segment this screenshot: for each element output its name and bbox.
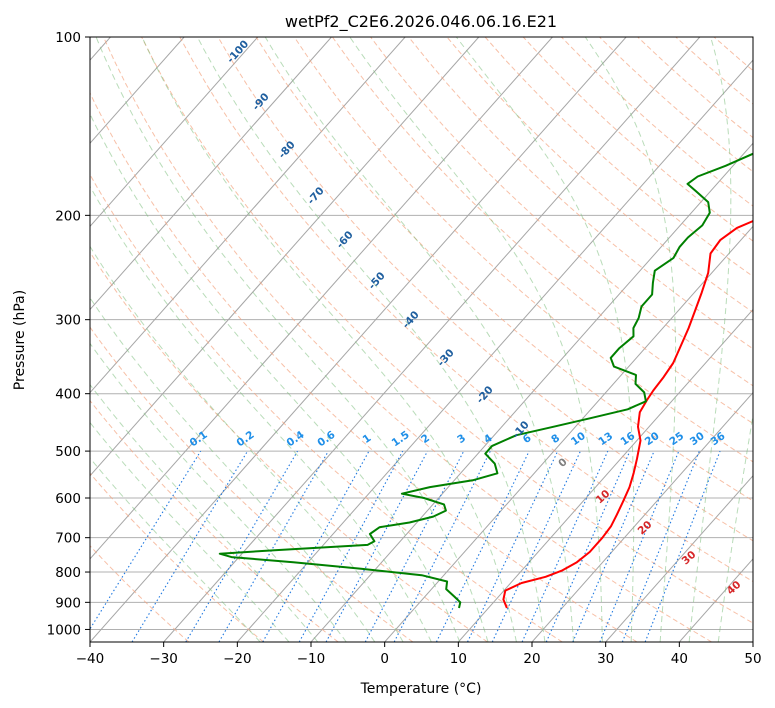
isotherm-line [236,59,753,642]
y-tick-label: 200 [55,208,81,224]
y-axis-ticks: 100 200 300 400 500 600 700 800 900 1000 [47,30,90,638]
isotherm-lines [90,37,753,642]
moist-adiabat-line [717,412,753,642]
dry-adiabat-lines [90,37,753,642]
dry-adiabat-line [293,37,753,463]
moist-adiabat-line [455,37,635,642]
mixing-ratio-line [545,450,631,642]
x-tick-label: −30 [149,651,178,667]
dry-adiabat-line [370,37,753,387]
moist-adiabat-line [95,37,489,642]
x-tick-label: 20 [523,651,540,667]
isotherm-line [90,37,627,642]
moist-adiabat-line [90,245,404,642]
moist-adiabat-line [90,383,319,642]
isotherm-line [163,37,701,642]
isotherm-line [384,225,753,642]
isotherm-line [90,37,480,477]
y-tick-label: 100 [55,30,81,46]
plot-frame [89,36,754,643]
moist-adiabat-line [264,37,575,642]
moist-adiabat-line [90,342,347,642]
mixing-ratio-line [90,450,202,630]
dry-adiabat-line [141,37,753,624]
plot-area [90,37,753,642]
dry-adiabat-line [90,399,339,642]
x-tick-label: −40 [76,651,105,667]
x-tick-label: 40 [671,651,688,667]
mixing-ratio-line [521,450,609,642]
moist-adiabat-line [90,421,290,642]
dry-adiabat-line [103,37,712,642]
moist-adiabat-line [196,37,546,642]
mixing-ratio-line [218,450,329,642]
mixing-ratio-line [131,450,249,642]
y-tick-label: 1000 [47,622,81,638]
y-tick-label: 500 [55,444,81,460]
mixing-ratio-line [599,450,680,642]
moist-adiabat-line [141,37,517,642]
dry-adiabat-line [90,91,638,642]
profile-lines [218,152,753,609]
isotherm-line [310,142,753,642]
dewpoint-profile-line [218,152,753,609]
dry-adiabat-line [90,173,563,642]
y-tick-label: 400 [55,387,81,403]
y-axis-label: Pressure (hPa) [12,290,28,390]
isotherm-line [531,391,753,642]
y-tick-label: 300 [55,313,81,329]
y-tick-label: 700 [55,531,81,547]
moist-adiabat-lines [90,37,753,642]
moist-adiabat-line [90,457,261,642]
chart-title: wetPf2_C2E6.2026.046.06.16.E21 [285,12,557,32]
x-tick-label: 0 [380,651,389,667]
moist-adiabat-line [688,37,732,642]
isotherm-line [90,37,259,228]
mixing-ratio-line [262,450,370,642]
dry-adiabat-line [90,326,414,642]
x-tick-label: 30 [597,651,614,667]
temperature-profile-line [502,219,753,609]
isotherm-line [90,37,553,560]
moist-adiabat-line [349,37,603,642]
x-axis-ticks: −40 −30 −20 −10 0 10 20 30 40 50 [76,642,762,667]
dry-adiabat-line [90,472,264,642]
mixing-ratio-line [185,450,299,642]
y-tick-label: 600 [55,491,81,507]
mixing-ratio-line [325,450,429,642]
dry-adiabat-line [408,37,753,350]
plot-content: -100-90-80-70-60-50-40-30-20-100.1 0.2 0.4… [90,37,753,642]
y-tick-label: 800 [55,565,81,581]
x-tick-label: −20 [223,651,252,667]
mixing-ratio-line [435,450,530,642]
isotherm-line [605,474,753,642]
mixing-ratio-line [491,450,581,642]
moist-adiabat-line [90,112,461,642]
x-tick-label: −10 [297,651,326,667]
x-axis-label: Temperature (°C) [360,681,482,697]
moist-adiabat-line [90,297,376,642]
isotherm-line [90,37,332,311]
dry-adiabat-line [217,37,753,542]
y-tick-label: 900 [55,595,81,611]
x-tick-label: 50 [744,651,761,667]
isotherm-line [457,308,753,642]
x-tick-label: 10 [450,651,467,667]
dry-adiabat-line [179,37,753,583]
mixing-ratio-line [572,450,655,642]
dry-adiabat-line [90,251,488,642]
isotherm-line [90,37,406,394]
moist-adiabat-line [584,37,677,642]
isotherm-line [90,37,185,144]
